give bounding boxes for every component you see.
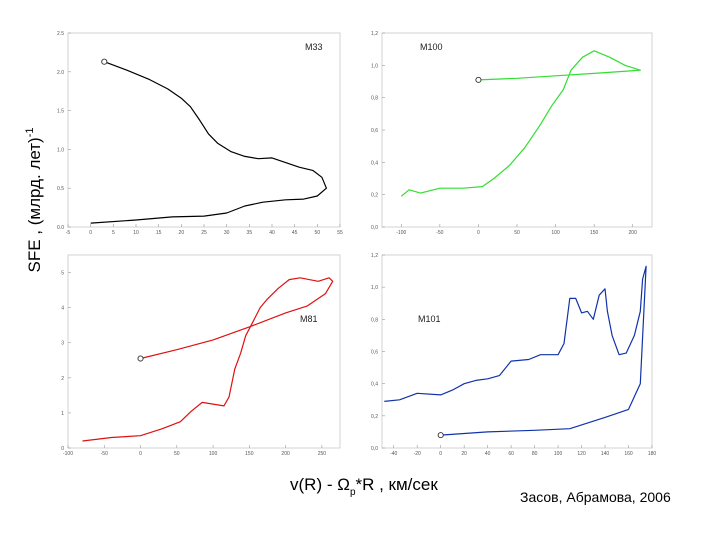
y-tick-label: 0,8 — [371, 317, 378, 323]
series-line-m81 — [82, 277, 334, 442]
y-axis-label: SFE , (млрд. лет)-1 — [24, 128, 44, 273]
y-tick-label: 1,2 — [371, 253, 378, 259]
x-tick-label: 50 — [315, 230, 321, 236]
x-tick-label: 60 — [508, 451, 514, 457]
y-tick-label: 0,4 — [371, 382, 378, 388]
y-tick-label: 0,4 — [371, 160, 378, 166]
x-tick-label: 160 — [624, 451, 633, 457]
x-axis-label: v(R) - Ωp*R , км/сек — [290, 475, 438, 498]
y-tick-label: 2.5 — [57, 31, 64, 37]
y-tick-label: 1,0 — [371, 63, 378, 69]
x-tick-label: 55 — [337, 230, 343, 236]
panel-label: M81 — [300, 314, 318, 324]
y-tick-label: 0,2 — [371, 414, 378, 420]
y-tick-label: 1.5 — [57, 109, 64, 115]
panel-frame — [381, 254, 653, 449]
x-tick-label: 0 — [89, 230, 92, 236]
panel-label: M101 — [418, 314, 441, 324]
x-tick-label: 200 — [629, 230, 638, 236]
x-tick-label: -5 — [66, 230, 71, 236]
x-tick-label: 180 — [648, 451, 657, 457]
x-tick-label: -20 — [414, 451, 421, 457]
y-tick-label: 1.0 — [57, 147, 64, 153]
panel-m101: -40 -20 0 20 40 60 80 100 120 140 160 180 0,0 0,2 0,4 0… — [371, 253, 656, 457]
y-tick-label: 2 — [61, 376, 64, 382]
x-tick-label: 200 — [281, 451, 290, 457]
x-tick-label: 30 — [224, 230, 230, 236]
x-tick-label: -50 — [101, 451, 108, 457]
x-tick-label: 35 — [247, 230, 253, 236]
y-tick-label: 0 — [61, 446, 64, 452]
x-tick-label: 0 — [439, 451, 442, 457]
panel-m33: -5 0 5 10 15 20 25 30 35 40 45 50 55 0.0 0.5 1.0 1.5 2.0 2… — [57, 31, 343, 236]
start-marker — [437, 432, 444, 439]
start-marker — [475, 76, 482, 83]
x-tick-label: -50 — [436, 230, 443, 236]
x-tick-label: 100 — [554, 451, 563, 457]
y-tick-label: 5 — [61, 271, 64, 277]
x-tick-label: 100 — [551, 230, 560, 236]
start-marker — [137, 355, 144, 362]
y-tick-label: 3 — [61, 341, 64, 347]
x-tick-label: 50 — [514, 230, 520, 236]
x-tick-label: -100 — [396, 230, 406, 236]
x-tick-label: 40 — [269, 230, 275, 236]
y-tick-label: 1 — [61, 411, 64, 417]
y-tick-label: 2.0 — [57, 70, 64, 76]
panel-label: M100 — [420, 42, 443, 52]
y-tick-label: 0,6 — [371, 128, 378, 134]
x-tick-label: 250 — [318, 451, 327, 457]
x-tick-label: 80 — [532, 451, 538, 457]
x-tick-label: 120 — [577, 451, 586, 457]
x-tick-label: 25 — [201, 230, 207, 236]
citation: Засов, Абрамова, 2006 — [520, 489, 671, 505]
series-line-m100 — [400, 50, 641, 197]
x-tick-label: 140 — [601, 451, 610, 457]
x-tick-label: -40 — [390, 451, 397, 457]
x-tick-label: 5 — [112, 230, 115, 236]
x-tick-label: 40 — [485, 451, 491, 457]
start-marker — [101, 58, 108, 65]
y-tick-label: 0.5 — [57, 186, 64, 192]
x-tick-label: 20 — [179, 230, 185, 236]
y-tick-label: 0,0 — [371, 225, 378, 231]
y-tick-label: 0,2 — [371, 193, 378, 199]
x-tick-label: 150 — [590, 230, 599, 236]
x-tick-label: 10 — [133, 230, 139, 236]
panel-m100: -100 -50 0 50 100 150 200 0,0 0,2 0,4 0,6 0,8 1,0 1,2… — [371, 31, 653, 236]
series-line-m33 — [90, 61, 327, 224]
x-tick-label: -100 — [63, 451, 73, 457]
panel-frame — [67, 32, 341, 228]
panel-label: M33 — [305, 42, 323, 52]
x-tick-label: 100 — [209, 451, 218, 457]
y-tick-label: 4 — [61, 306, 64, 312]
panel-m81: -100 -50 0 50 100 150 200 250 0 1 2 3 4 5 M81 — [61, 254, 341, 457]
y-tick-label: 0,6 — [371, 350, 378, 356]
x-tick-label: 20 — [461, 451, 467, 457]
x-tick-label: 0 — [139, 451, 142, 457]
x-tick-label: 50 — [174, 451, 180, 457]
x-tick-label: 45 — [292, 230, 298, 236]
panel-frame — [67, 254, 341, 449]
y-tick-label: 1,2 — [371, 31, 378, 37]
y-tick-label: 0.0 — [57, 225, 64, 231]
x-tick-label: 0 — [477, 230, 480, 236]
y-tick-label: 0,0 — [371, 446, 378, 452]
x-tick-label: 15 — [156, 230, 162, 236]
y-tick-label: 1,0 — [371, 285, 378, 291]
panel-frame — [381, 32, 653, 228]
x-tick-label: 150 — [245, 451, 254, 457]
series-line-m101 — [384, 265, 647, 436]
y-tick-label: 0,8 — [371, 96, 378, 102]
